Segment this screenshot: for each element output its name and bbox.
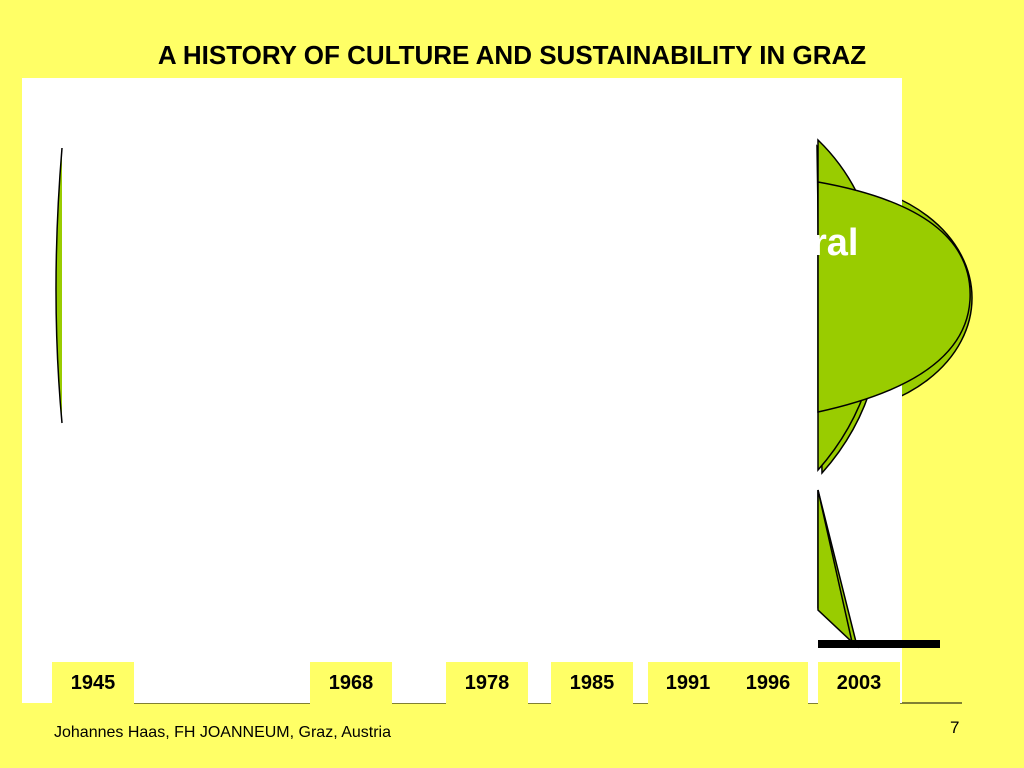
triangle-pointer <box>817 489 859 649</box>
year-group-1991-1996: 1991 1996 <box>648 662 808 704</box>
slide-title: A HISTORY OF CULTURE AND SUSTAINABILITY … <box>157 40 867 70</box>
right-oval-edge <box>816 144 883 475</box>
white-overlay-panel <box>22 78 902 703</box>
year-2003: 2003 <box>818 662 900 704</box>
year-1991: 1991 <box>665 671 711 694</box>
left-oval-edge <box>55 147 63 424</box>
panel-shapes <box>55 144 883 649</box>
footer-author: Johannes Haas, FH JOANNEUM, Graz, Austri… <box>54 724 391 741</box>
page-number: 7 <box>950 718 960 737</box>
year-1985: 1985 <box>551 662 633 704</box>
year-1968: 1968 <box>310 662 392 704</box>
year-1978: 1978 <box>446 662 528 704</box>
year-1945: 1945 <box>52 662 134 704</box>
partial-label: ral <box>812 222 859 264</box>
year-1996: 1996 <box>745 671 791 694</box>
